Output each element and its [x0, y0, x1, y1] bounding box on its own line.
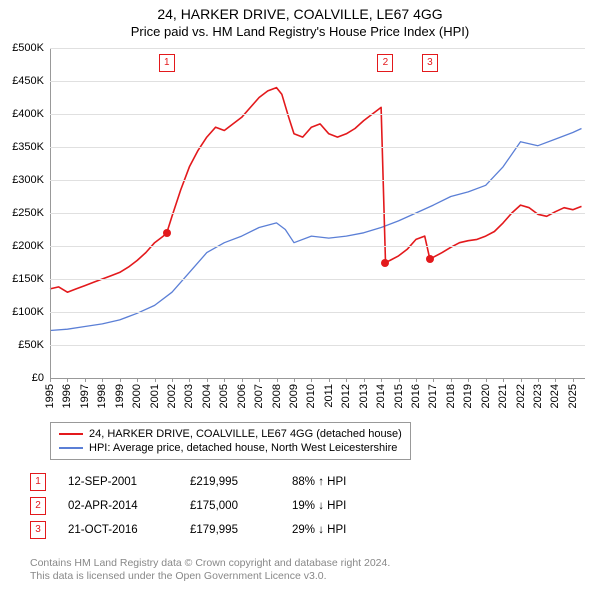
event-pct-vs-hpi: 88% ↑ HPI — [292, 476, 382, 488]
sale-marker-dot — [381, 259, 389, 267]
events-table: 1 12-SEP-2001 £219,995 88% ↑ HPI 2 02-APR-201… — [30, 470, 382, 542]
x-axis-label: 2003 — [183, 384, 195, 408]
y-axis-label: £350K — [12, 141, 44, 153]
x-axis-label: 2017 — [427, 384, 439, 408]
x-axis-label: 1997 — [79, 384, 91, 408]
footnote-line2: This data is licensed under the Open Gov… — [30, 570, 390, 584]
event-number: 1 — [30, 473, 46, 491]
event-price: £219,995 — [190, 476, 270, 488]
x-axis-label: 2015 — [393, 384, 405, 408]
event-date: 12-SEP-2001 — [68, 476, 168, 488]
x-axis-label: 2025 — [567, 384, 579, 408]
chart-container: 24, HARKER DRIVE, COALVILLE, LE67 4GG Pr… — [0, 0, 600, 590]
event-row: 3 21-OCT-2016 £179,995 29% ↓ HPI — [30, 518, 382, 542]
event-date: 21-OCT-2016 — [68, 524, 168, 536]
x-axis-label: 2021 — [497, 384, 509, 408]
x-axis-label: 2008 — [271, 384, 283, 408]
event-pct-vs-hpi: 19% ↓ HPI — [292, 500, 382, 512]
x-axis-label: 2020 — [480, 384, 492, 408]
x-axis-label: 2016 — [410, 384, 422, 408]
x-axis-label: 2005 — [218, 384, 230, 408]
x-axis-label: 2011 — [323, 384, 335, 408]
y-axis-label: £500K — [12, 42, 44, 54]
x-axis-label: 2014 — [375, 384, 387, 408]
title-subtitle: Price paid vs. HM Land Registry's House … — [0, 22, 600, 39]
x-axis-label: 2004 — [201, 384, 213, 408]
sale-marker-label: 3 — [422, 54, 438, 72]
y-axis-label: £50K — [18, 339, 44, 351]
event-price: £175,000 — [190, 500, 270, 512]
x-axis-label: 2022 — [515, 384, 527, 408]
x-axis-label: 2007 — [253, 384, 265, 408]
sale-marker-label: 1 — [159, 54, 175, 72]
x-axis-label: 2010 — [305, 384, 317, 408]
event-row: 2 02-APR-2014 £175,000 19% ↓ HPI — [30, 494, 382, 518]
legend-label-property: 24, HARKER DRIVE, COALVILLE, LE67 4GG (d… — [89, 428, 402, 440]
x-axis-label: 2018 — [445, 384, 457, 408]
x-axis-label: 2012 — [340, 384, 352, 408]
y-axis-label: £300K — [12, 174, 44, 186]
x-axis-label: 2013 — [358, 384, 370, 408]
x-axis-label: 1996 — [61, 384, 73, 408]
x-axis-label: 1998 — [96, 384, 108, 408]
sale-marker-dot — [426, 255, 434, 263]
legend-item-hpi: HPI: Average price, detached house, Nort… — [59, 441, 402, 455]
x-axis-label: 2023 — [532, 384, 544, 408]
event-number: 2 — [30, 497, 46, 515]
y-axis-label: £100K — [12, 306, 44, 318]
y-axis-label: £200K — [12, 240, 44, 252]
legend-swatch-property — [59, 433, 83, 435]
event-row: 1 12-SEP-2001 £219,995 88% ↑ HPI — [30, 470, 382, 494]
legend-label-hpi: HPI: Average price, detached house, Nort… — [89, 442, 397, 454]
y-axis-label: £250K — [12, 207, 44, 219]
legend-swatch-hpi — [59, 447, 83, 449]
event-price: £179,995 — [190, 524, 270, 536]
event-pct-vs-hpi: 29% ↓ HPI — [292, 524, 382, 536]
x-axis-label: 1999 — [114, 384, 126, 408]
event-number: 3 — [30, 521, 46, 539]
title-address: 24, HARKER DRIVE, COALVILLE, LE67 4GG — [0, 0, 600, 22]
footnote-line1: Contains HM Land Registry data © Crown c… — [30, 557, 390, 571]
x-axis-label: 1995 — [44, 384, 56, 408]
y-axis-label: £400K — [12, 108, 44, 120]
x-axis-label: 2000 — [131, 384, 143, 408]
x-axis-label: 2006 — [236, 384, 248, 408]
x-axis-label: 2009 — [288, 384, 300, 408]
x-axis-label: 2001 — [149, 384, 161, 408]
x-axis-label: 2019 — [462, 384, 474, 408]
x-axis-label: 2024 — [549, 384, 561, 408]
legend-item-property: 24, HARKER DRIVE, COALVILLE, LE67 4GG (d… — [59, 427, 402, 441]
plot-area: £0£50K£100K£150K£200K£250K£300K£350K£400… — [50, 48, 585, 378]
y-axis-label: £150K — [12, 273, 44, 285]
sale-marker-dot — [163, 229, 171, 237]
y-axis-label: £0 — [32, 372, 44, 384]
legend: 24, HARKER DRIVE, COALVILLE, LE67 4GG (d… — [50, 422, 411, 460]
sale-marker-label: 2 — [377, 54, 393, 72]
x-axis-label: 2002 — [166, 384, 178, 408]
y-axis-label: £450K — [12, 75, 44, 87]
footnote: Contains HM Land Registry data © Crown c… — [30, 557, 390, 584]
event-date: 02-APR-2014 — [68, 500, 168, 512]
